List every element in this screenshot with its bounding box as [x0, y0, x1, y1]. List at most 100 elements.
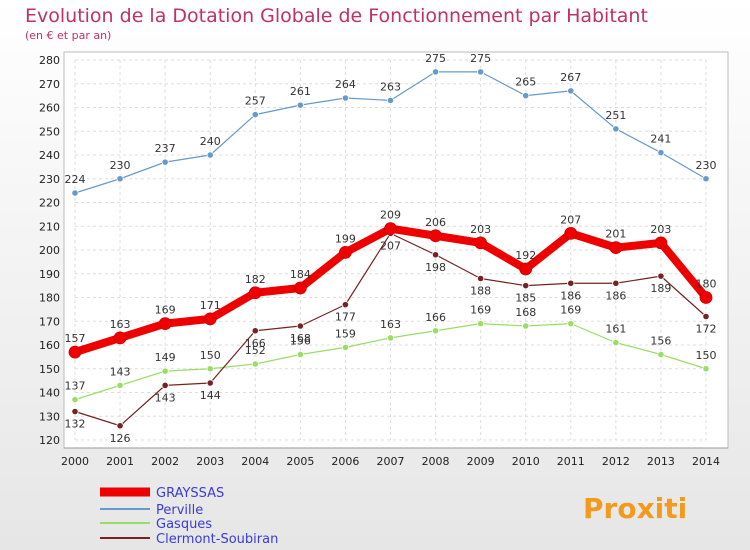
data-label-gasques: 168 [515, 306, 536, 319]
data-label-perville: 263 [380, 80, 401, 93]
point-gasques [71, 396, 79, 404]
y-axis: 120 130 140 150 160 170 180 190 200 210 220 230 240 2… [39, 54, 60, 447]
x-tick-label: 2001 [106, 455, 134, 468]
data-label-gasques: 143 [110, 365, 131, 378]
point-perville [702, 175, 710, 183]
point-clermont-soubiran [296, 322, 304, 330]
point-clermont-soubiran [657, 272, 665, 280]
point-grayssas [654, 236, 668, 250]
point-perville [522, 92, 530, 100]
data-label-gasques: 156 [650, 335, 671, 348]
y-tick-label: 160 [39, 339, 60, 352]
data-label-gasques: 169 [470, 304, 491, 317]
point-perville [116, 175, 124, 183]
legend-label-perville: Perville [156, 503, 203, 518]
data-label-grayssas: 201 [605, 228, 626, 241]
point-grayssas [248, 286, 262, 300]
data-label-clermont-soubiran: 126 [110, 432, 131, 445]
data-label-gasques: 161 [605, 323, 626, 336]
chart-title: Evolution de la Dotation Globale de Fonc… [25, 5, 648, 27]
x-tick-label: 2010 [512, 455, 540, 468]
y-tick-label: 150 [39, 363, 60, 376]
point-perville [657, 149, 665, 157]
point-perville [341, 94, 350, 102]
point-perville [612, 125, 620, 133]
x-tick-label: 2005 [286, 455, 314, 468]
data-label-perville: 264 [335, 78, 356, 91]
point-grayssas [564, 226, 578, 240]
point-gasques [477, 320, 485, 328]
x-tick-label: 2004 [241, 455, 269, 468]
data-label-grayssas: 209 [380, 209, 401, 222]
x-tick-label: 2013 [647, 455, 675, 468]
point-grayssas [339, 245, 352, 259]
point-grayssas [158, 317, 172, 331]
y-tick-label: 260 [39, 102, 60, 115]
point-clermont-soubiran [612, 279, 620, 287]
point-grayssas [203, 312, 217, 326]
point-gasques [522, 322, 530, 330]
point-perville [251, 111, 259, 119]
point-grayssas [113, 331, 127, 345]
data-label-gasques: 163 [380, 318, 401, 331]
data-label-perville: 240 [200, 135, 221, 148]
x-tick-label: 2002 [151, 455, 179, 468]
y-tick-label: 130 [39, 410, 60, 423]
point-perville [296, 101, 304, 109]
point-gasques [296, 350, 304, 359]
point-clermont-soubiran [251, 327, 259, 335]
y-tick-label: 210 [39, 220, 60, 233]
y-tick-label: 140 [39, 387, 60, 400]
data-label-grayssas: 157 [65, 332, 86, 345]
data-label-perville: 241 [650, 133, 671, 146]
point-gasques [161, 367, 169, 375]
y-tick-label: 120 [39, 434, 60, 447]
x-tick-label: 2011 [557, 455, 585, 468]
data-label-clermont-soubiran: 185 [515, 292, 536, 305]
data-label-grayssas: 171 [200, 299, 221, 312]
x-tick-label: 2009 [467, 455, 495, 468]
point-grayssas [429, 229, 442, 243]
data-label-grayssas: 206 [425, 216, 446, 229]
y-tick-label: 200 [39, 244, 60, 257]
data-label-perville: 275 [425, 52, 446, 65]
point-perville [477, 68, 485, 76]
x-tick-label: 2000 [61, 455, 89, 468]
data-label-gasques: 156 [290, 335, 311, 348]
data-label-perville: 261 [290, 85, 311, 98]
logo-text: Proxiti [583, 492, 687, 525]
point-gasques [657, 350, 665, 359]
data-label-clermont-soubiran: 143 [155, 391, 176, 404]
point-perville [567, 87, 575, 95]
point-gasques [341, 343, 350, 351]
data-labels: 224 230 237 240 257 261 264 263 275 275 265 267 251 2… [65, 52, 717, 445]
point-gasques [206, 365, 214, 373]
x-tick-label: 2006 [331, 455, 359, 468]
point-clermont-soubiran [522, 282, 530, 290]
data-label-perville: 224 [65, 173, 86, 186]
point-grayssas [68, 345, 82, 359]
y-tick-label: 270 [39, 78, 60, 91]
data-label-clermont-soubiran: 144 [200, 389, 221, 402]
y-tick-label: 170 [39, 315, 60, 328]
point-clermont-soubiran [161, 381, 169, 389]
x-tick-label: 2014 [692, 455, 720, 468]
data-label-grayssas: 199 [335, 232, 356, 245]
data-label-clermont-soubiran: 166 [245, 337, 266, 350]
point-perville [161, 158, 169, 166]
data-label-perville: 251 [605, 109, 626, 122]
data-label-perville: 230 [696, 159, 717, 172]
point-gasques [567, 320, 575, 328]
point-grayssas [519, 262, 533, 276]
point-clermont-soubiran [431, 251, 440, 259]
x-tick-label: 2012 [602, 455, 630, 468]
legend-label-grayssas: GRAYSSAS [156, 486, 224, 501]
data-label-grayssas: 184 [290, 268, 311, 281]
point-grayssas [609, 241, 623, 255]
point-perville [431, 68, 440, 76]
data-label-grayssas: 182 [245, 273, 266, 286]
point-gasques [702, 365, 710, 373]
data-label-grayssas: 203 [650, 223, 671, 236]
y-tick-label: 230 [39, 173, 60, 186]
